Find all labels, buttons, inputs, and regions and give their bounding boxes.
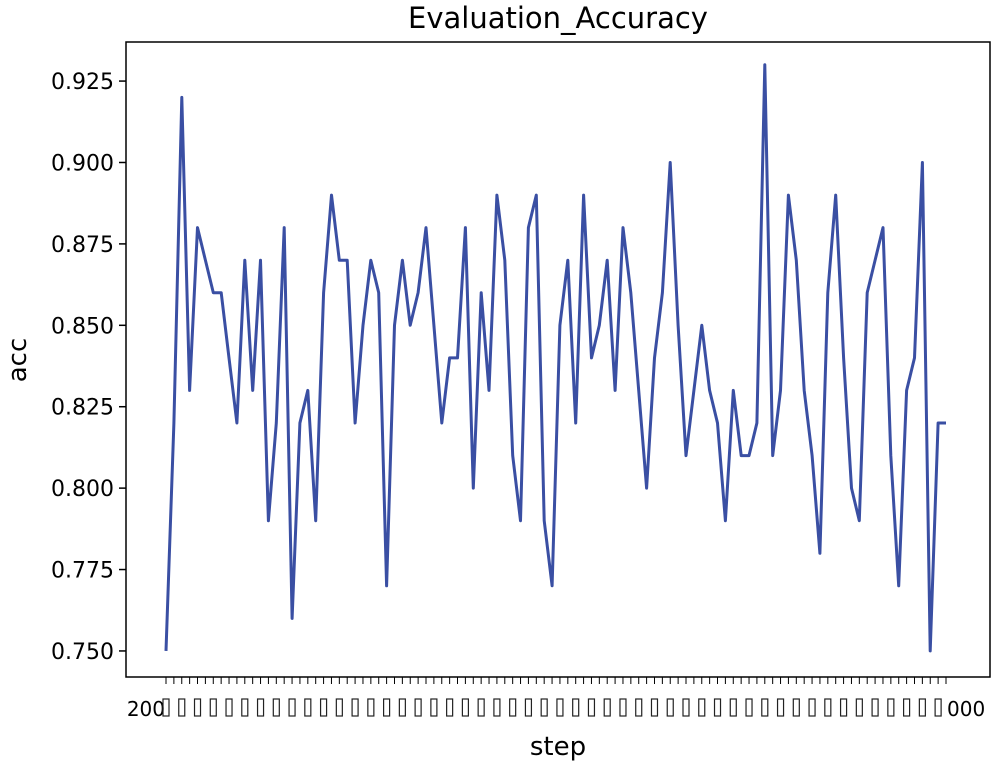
x-tick-label-overlap [855, 698, 863, 717]
x-tick-label-overlap [903, 698, 911, 717]
x-tick-label-overlap [193, 698, 202, 717]
x-tick-label-overlap [256, 698, 265, 717]
x-tick-label-overlap [241, 698, 249, 717]
y-tick-label: 0.925 [51, 70, 114, 95]
y-tick-label: 0.900 [51, 151, 114, 176]
x-tick-label-overlap [351, 698, 359, 717]
x-tick-label-overlap [209, 698, 217, 717]
x-tick-label-overlap [225, 698, 233, 717]
x-tick-label-overlap [713, 698, 722, 717]
x-tick-label-overlap [509, 698, 517, 717]
x-tick-label-overlap [556, 698, 564, 717]
x-tick-label-overlap [587, 698, 596, 717]
x-tick-label-first: 200 [127, 697, 165, 721]
y-tick-label: 0.875 [51, 233, 114, 258]
y-axis-label: acc [3, 338, 33, 383]
x-tick-label-overlap [887, 698, 895, 717]
x-tick-label-overlap [934, 698, 942, 717]
x-tick-label-overlap [666, 698, 674, 717]
x-tick-label-overlap [824, 698, 832, 717]
y-tick-label: 0.825 [51, 396, 114, 421]
x-tick-label-overlap [477, 698, 485, 717]
x-tick-label-overlap [335, 698, 343, 717]
x-tick-label-overlap [745, 698, 753, 717]
x-tick-label-overlap [761, 698, 769, 717]
x-tick-label-overlap [493, 698, 501, 717]
chart-title: Evaluation_Accuracy [408, 1, 708, 35]
x-tick-label-overlap [839, 698, 848, 717]
x-tick-label-overlap [430, 698, 438, 717]
y-tick-label: 0.850 [51, 314, 114, 339]
x-tick-label-overlap [461, 698, 469, 717]
y-tick-label: 0.750 [51, 640, 114, 665]
x-tick-label-overlap [682, 698, 690, 717]
x-tick-label-overlap [871, 698, 879, 717]
x-tick-label-overlap [603, 698, 611, 717]
x-tick-label-overlap [776, 698, 785, 717]
x-tick-label-overlap [635, 698, 643, 717]
x-axis-label: step [530, 732, 586, 762]
x-tick-label-overlap [319, 698, 328, 717]
x-tick-label-overlap [288, 698, 296, 717]
x-tick-label-overlap [729, 698, 737, 717]
y-tick-label: 0.800 [51, 477, 114, 502]
x-tick-label-overlap [698, 698, 706, 717]
x-tick-label-overlap [524, 698, 533, 717]
plot-area: 0.750 0.775 0.800 0.825 0.850 0.875 0.900 0.925… [51, 41, 991, 721]
x-tick-label-overlap [572, 698, 580, 717]
y-tick-label: 0.775 [51, 559, 114, 584]
plot-frame [125, 41, 991, 678]
x-tick-label-overlap [792, 698, 800, 717]
x-tick-label-overlap [808, 698, 816, 717]
x-tick-label-overlap [367, 698, 375, 717]
x-tick-label-overlap [414, 698, 422, 717]
x-tick-label-overlap [619, 698, 627, 717]
x-tick-label-overlap [650, 698, 659, 717]
x-tick-label-overlap [383, 698, 391, 717]
x-tick-label-overlap [304, 698, 312, 717]
y-axis: 0.750 0.775 0.800 0.825 0.850 0.875 0.900 0.925 [51, 70, 126, 665]
x-tick-label-overlap [446, 698, 454, 717]
x-tick-label-overlap [918, 698, 926, 717]
x-tick-label-overlap [540, 698, 548, 717]
series-line [164, 63, 946, 653]
x-axis: 200 000 [127, 677, 985, 721]
x-tick-label-overlap [178, 698, 186, 717]
x-tick-label-overlap [162, 698, 170, 717]
x-tick-label-overlap [398, 698, 406, 717]
x-tick-label-overlap [272, 698, 280, 717]
x-tick-label-last: 000 [947, 697, 985, 721]
